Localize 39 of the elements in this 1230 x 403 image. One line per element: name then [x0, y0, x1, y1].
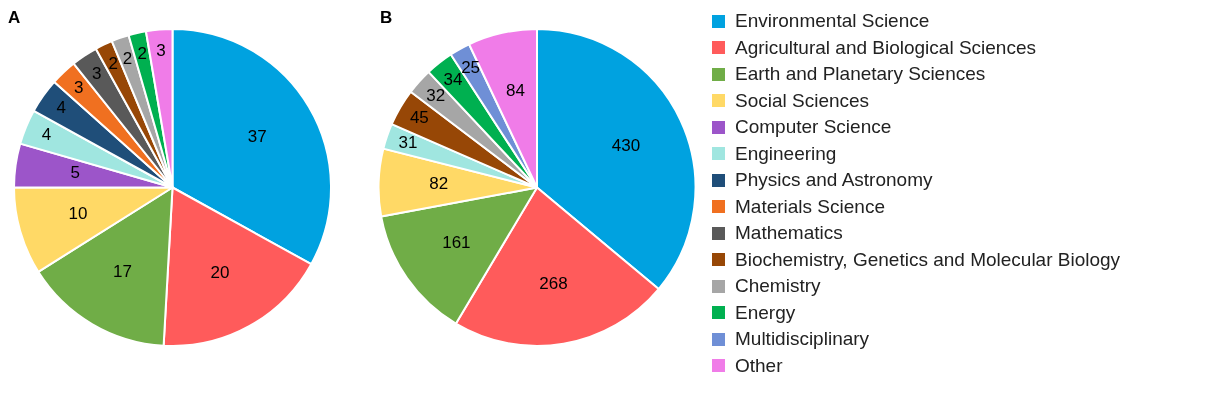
data-label: 84	[505, 81, 525, 101]
legend-label: Mathematics	[735, 221, 843, 245]
data-label: 3	[92, 63, 102, 83]
data-label: 5	[70, 163, 80, 183]
data-label: 430	[611, 135, 641, 155]
data-label: 32	[426, 86, 446, 106]
data-label: 161	[442, 233, 471, 253]
data-label: 2	[137, 44, 147, 64]
legend-label: Chemistry	[735, 274, 821, 298]
text: A	[8, 8, 21, 28]
legend-label: Energy	[735, 300, 796, 325]
legend-label: Agricultural and Biological Sciences	[735, 35, 1036, 60]
legend-label: Materials Science	[735, 194, 885, 219]
legend-label: Environmental Science	[735, 9, 930, 33]
legend-label: Computer Science	[735, 115, 892, 139]
data-label: 2	[122, 48, 133, 68]
legend-label: Physics and Astronomy	[735, 168, 933, 192]
data-label: 45	[409, 108, 429, 128]
data-label: 37	[247, 127, 267, 147]
data-label: 268	[539, 274, 568, 294]
data-label: 4	[41, 125, 52, 145]
data-label: 2	[108, 54, 119, 74]
data-label: 3	[156, 41, 166, 61]
data-label: 34	[443, 69, 463, 89]
data-label: 10	[68, 204, 88, 224]
data-label: 4	[56, 98, 67, 118]
data-label: 25	[461, 58, 481, 78]
data-label: 20	[210, 263, 230, 283]
legend-label: Earth and Planetary Sciences	[735, 62, 986, 86]
legend-label: Multidisciplinary	[735, 327, 870, 351]
data-label: 3	[74, 78, 84, 98]
legend-label: Engineering	[735, 141, 837, 166]
legend-label: Other	[735, 353, 783, 378]
legend-label: Social Sciences	[735, 88, 870, 113]
data-label: 31	[398, 133, 418, 153]
data-label: 82	[429, 174, 449, 194]
legend-label: Biochemistry, Genetics and Molecular Biology	[735, 247, 1121, 272]
text: B	[380, 8, 393, 28]
data-label: 17	[113, 261, 133, 281]
